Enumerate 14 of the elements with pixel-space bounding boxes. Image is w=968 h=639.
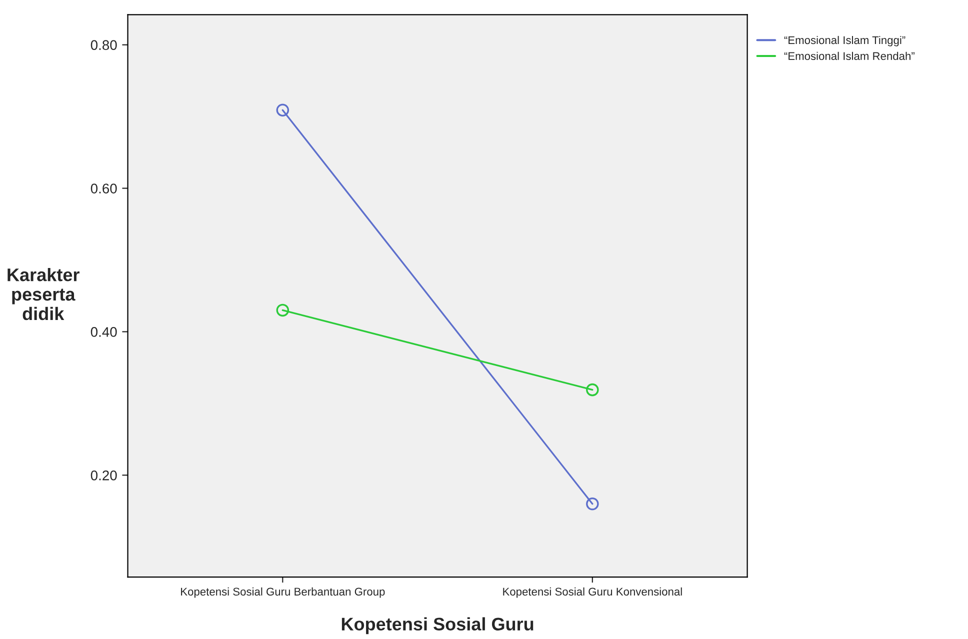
x-tick-label: Kopetensi Sosial Guru Konvensional — [503, 587, 682, 598]
y-tick-label: 0.20 — [90, 470, 117, 480]
point — [276, 304, 290, 317]
y-axis-title: Karakter peserta didik — [8, 268, 80, 320]
y-tick-label: 0.40 — [90, 327, 117, 337]
point — [586, 383, 599, 396]
point — [276, 104, 290, 116]
y-tick-label: 0.80 — [90, 40, 117, 50]
legend-label: “Emosional Islam Rendah” — [784, 52, 914, 60]
y-tick-label: 0.60 — [90, 184, 117, 194]
point — [586, 497, 599, 510]
legend-label: “Emosional Islam Tinggi” — [784, 36, 906, 46]
x-tick-label: Kopetensi Sosial Guru Berbantuan Group — [181, 587, 385, 598]
x-axis-title: Kopetensi Sosial Guru — [342, 617, 534, 634]
